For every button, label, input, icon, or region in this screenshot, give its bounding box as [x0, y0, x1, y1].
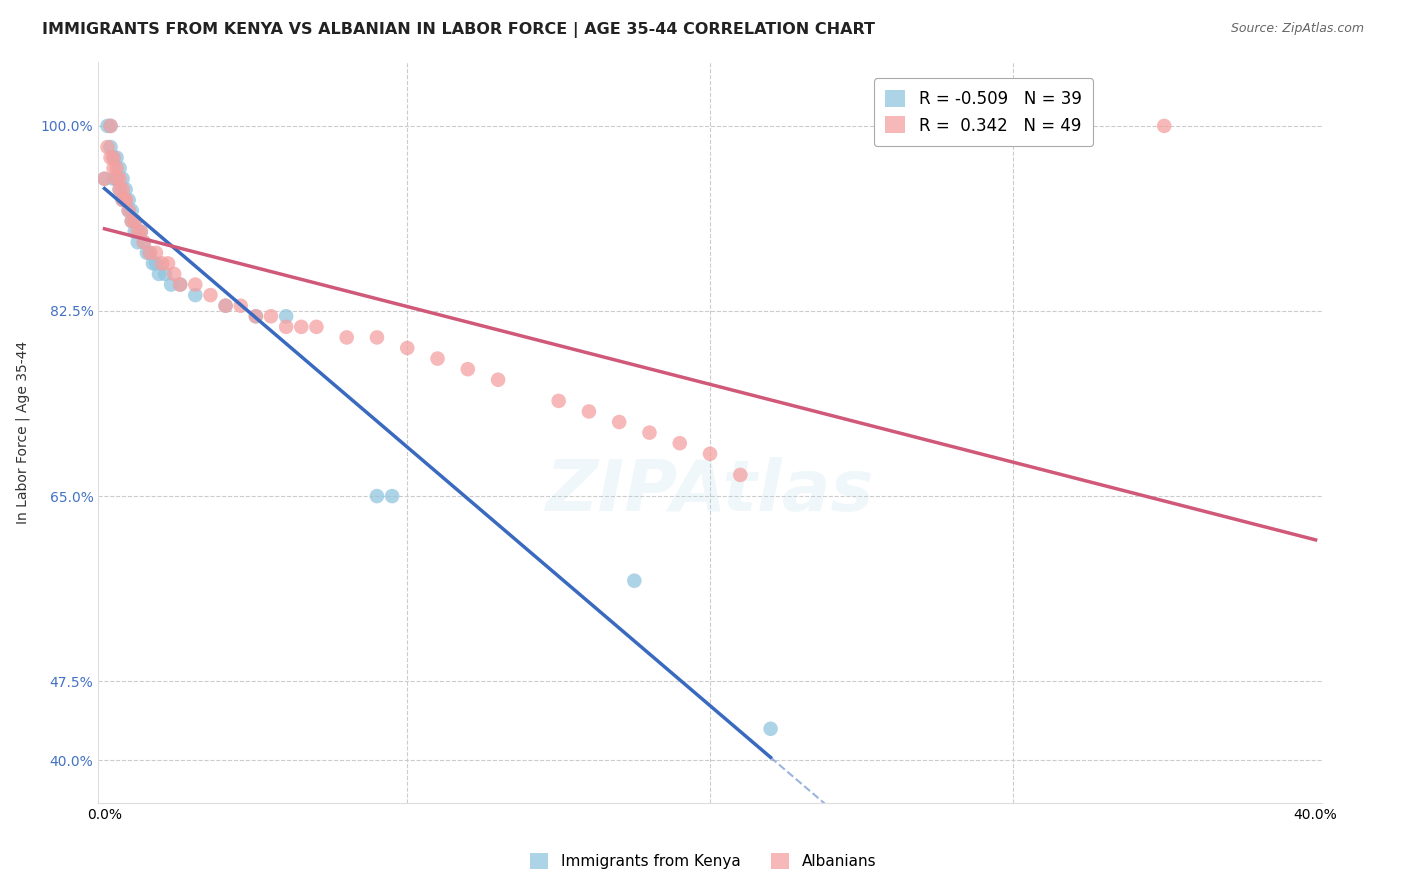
- Point: [169, 277, 191, 292]
- Legend: R = -0.509   N = 39, R =  0.342   N = 49: R = -0.509 N = 39, R = 0.342 N = 49: [873, 78, 1092, 146]
- Point: [108, 161, 131, 176]
- Point: [150, 256, 173, 270]
- Point: [93, 171, 115, 186]
- Point: [127, 225, 149, 239]
- Point: [184, 288, 207, 302]
- Point: [124, 214, 146, 228]
- Point: [547, 393, 569, 408]
- Point: [638, 425, 661, 440]
- Point: [114, 193, 136, 207]
- Point: [108, 182, 131, 196]
- Point: [124, 225, 146, 239]
- Point: [336, 330, 359, 344]
- Point: [129, 225, 152, 239]
- Point: [184, 277, 207, 292]
- Point: [105, 151, 128, 165]
- Legend: Immigrants from Kenya, Albanians: Immigrants from Kenya, Albanians: [524, 847, 882, 875]
- Point: [124, 214, 146, 228]
- Point: [114, 193, 136, 207]
- Point: [108, 182, 131, 196]
- Point: [730, 467, 752, 482]
- Point: [366, 489, 388, 503]
- Point: [169, 277, 191, 292]
- Point: [93, 171, 115, 186]
- Point: [96, 119, 118, 133]
- Text: Source: ZipAtlas.com: Source: ZipAtlas.com: [1230, 22, 1364, 36]
- Point: [607, 415, 630, 429]
- Point: [157, 256, 180, 270]
- Point: [366, 330, 388, 344]
- Point: [153, 267, 176, 281]
- Point: [100, 151, 122, 165]
- Point: [578, 404, 600, 418]
- Point: [111, 182, 134, 196]
- Point: [105, 171, 128, 186]
- Point: [229, 299, 252, 313]
- Point: [668, 436, 690, 450]
- Point: [111, 193, 134, 207]
- Text: ZIPAtlas: ZIPAtlas: [546, 458, 875, 526]
- Point: [127, 235, 149, 250]
- Point: [108, 171, 131, 186]
- Point: [214, 299, 236, 313]
- Point: [214, 299, 236, 313]
- Text: IMMIGRANTS FROM KENYA VS ALBANIAN IN LABOR FORCE | AGE 35-44 CORRELATION CHART: IMMIGRANTS FROM KENYA VS ALBANIAN IN LAB…: [42, 22, 875, 38]
- Point: [139, 245, 162, 260]
- Point: [96, 140, 118, 154]
- Point: [276, 319, 298, 334]
- Point: [139, 245, 162, 260]
- Point: [1153, 119, 1175, 133]
- Point: [129, 225, 152, 239]
- Point: [100, 119, 122, 133]
- Point: [699, 447, 721, 461]
- Point: [105, 171, 128, 186]
- Point: [145, 256, 167, 270]
- Point: [486, 373, 509, 387]
- Point: [305, 319, 328, 334]
- Point: [114, 182, 136, 196]
- Point: [114, 193, 136, 207]
- Point: [142, 256, 165, 270]
- Point: [426, 351, 449, 366]
- Point: [121, 214, 143, 228]
- Point: [135, 245, 157, 260]
- Point: [103, 151, 125, 165]
- Point: [245, 310, 267, 324]
- Point: [100, 119, 122, 133]
- Point: [118, 203, 141, 218]
- Point: [245, 310, 267, 324]
- Point: [145, 245, 167, 260]
- Point: [260, 310, 283, 324]
- Point: [121, 203, 143, 218]
- Point: [623, 574, 645, 588]
- Point: [121, 214, 143, 228]
- Point: [276, 310, 298, 324]
- Y-axis label: In Labor Force | Age 35-44: In Labor Force | Age 35-44: [15, 341, 30, 524]
- Point: [381, 489, 404, 503]
- Point: [163, 267, 186, 281]
- Point: [457, 362, 479, 376]
- Point: [132, 235, 155, 250]
- Point: [759, 722, 782, 736]
- Point: [100, 140, 122, 154]
- Point: [111, 171, 134, 186]
- Point: [105, 161, 128, 176]
- Point: [118, 203, 141, 218]
- Point: [118, 193, 141, 207]
- Point: [396, 341, 419, 355]
- Point: [160, 277, 183, 292]
- Point: [103, 171, 125, 186]
- Point: [200, 288, 222, 302]
- Point: [103, 161, 125, 176]
- Point: [290, 319, 312, 334]
- Point: [132, 235, 155, 250]
- Point: [148, 267, 170, 281]
- Point: [103, 151, 125, 165]
- Point: [111, 193, 134, 207]
